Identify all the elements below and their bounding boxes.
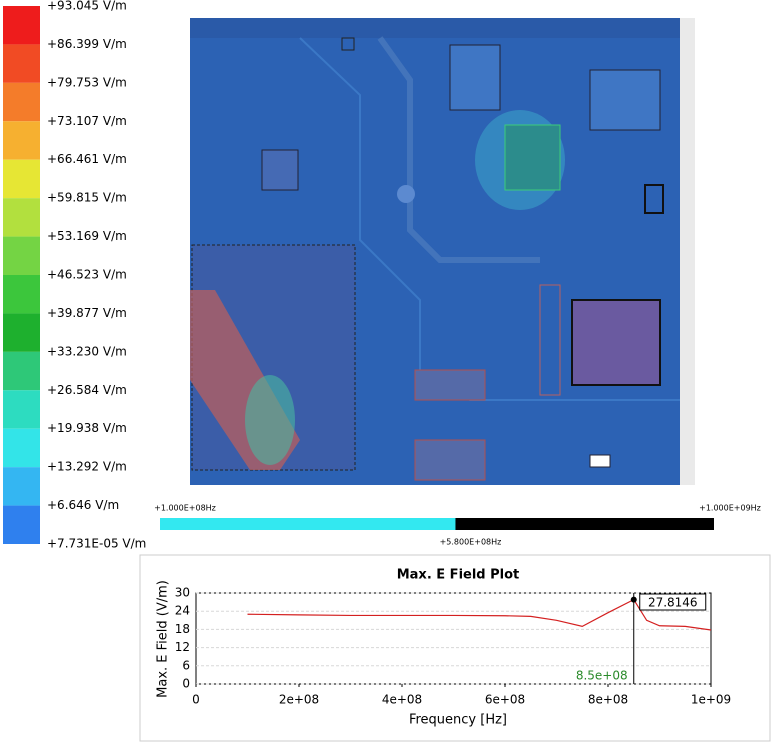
color-legend: +93.045 V/m +86.399 V/m +79.753 V/m +73.107… bbox=[3, 0, 146, 551]
legend-swatch bbox=[3, 351, 40, 391]
legend-swatch bbox=[3, 313, 40, 352]
cursor-marker bbox=[630, 596, 637, 603]
y-tick-label: 30 bbox=[175, 586, 190, 600]
legend-label: +39.877 V/m bbox=[47, 306, 127, 320]
x-axis-label: Frequency [Hz] bbox=[409, 713, 507, 728]
y-axis-label: Max. E Field (V/m) bbox=[156, 580, 171, 698]
x-tick-label: 8e+08 bbox=[588, 693, 628, 707]
field-view bbox=[190, 18, 695, 485]
legend-label: +86.399 V/m bbox=[47, 37, 127, 51]
cursor-value-label: 27.8146 bbox=[648, 596, 698, 610]
legend-label: +73.107 V/m bbox=[47, 114, 127, 128]
legend-swatch bbox=[3, 82, 40, 122]
legend-label: +59.815 V/m bbox=[47, 191, 127, 205]
y-tick-label: 6 bbox=[182, 658, 190, 672]
line bbox=[247, 598, 712, 631]
cursor-value-box bbox=[639, 593, 707, 611]
x-tick-label: 6e+08 bbox=[485, 693, 525, 707]
y-tick-label: 12 bbox=[175, 640, 190, 654]
plot: 0 6 12 18 24 30 0 2e+08 4e+08 6e+08 8e+08 1e+09 8.5e… bbox=[175, 586, 731, 707]
legend-label: +7.731E-05 V/m bbox=[47, 537, 146, 551]
legend-label: +19.938 V/m bbox=[47, 421, 127, 435]
slider-min-label: +1.000E+08Hz bbox=[154, 504, 216, 513]
legend-label: +79.753 V/m bbox=[47, 75, 127, 89]
legend-label: +6.646 V/m bbox=[47, 498, 119, 512]
legend-label: +33.230 V/m bbox=[47, 344, 127, 358]
x-tick-label: 1e+09 bbox=[691, 693, 731, 707]
legend-swatch bbox=[3, 428, 40, 468]
legend-label: +46.523 V/m bbox=[47, 268, 127, 282]
legend-swatch bbox=[3, 6, 40, 45]
legend-label: +13.292 V/m bbox=[47, 460, 127, 474]
legend-swatch bbox=[3, 198, 40, 237]
legend-swatch bbox=[3, 121, 40, 160]
slider-current-label: +5.800E+08Hz bbox=[440, 538, 502, 547]
legend-swatch bbox=[3, 467, 40, 506]
y-tick-label: 0 bbox=[182, 677, 190, 691]
chart-title: Max. E Field Plot bbox=[397, 568, 520, 583]
x-tick-label: 0 bbox=[192, 693, 200, 707]
cursor-label: 8.5e+08 bbox=[576, 669, 628, 683]
slider-fill bbox=[160, 518, 456, 530]
legend-label: +26.584 V/m bbox=[47, 383, 127, 397]
legend-label: +93.045 V/m bbox=[47, 0, 127, 13]
legend-label: +53.169 V/m bbox=[47, 229, 127, 243]
legend-swatch bbox=[3, 44, 40, 83]
legend-label: +66.461 V/m bbox=[47, 152, 127, 166]
x-tick-label: 4e+08 bbox=[382, 693, 422, 707]
legend-swatch bbox=[3, 390, 40, 429]
frequency-slider[interactable]: +1.000E+08Hz +1.000E+09Hz +5.800E+08Hz bbox=[154, 504, 761, 547]
legend-swatch bbox=[3, 505, 40, 544]
legend-swatch bbox=[3, 159, 40, 199]
legend-swatch bbox=[3, 275, 40, 314]
y-tick-label: 18 bbox=[175, 622, 190, 636]
legend-swatch bbox=[3, 236, 40, 275]
y-tick-label: 24 bbox=[175, 604, 190, 618]
x-tick-label: 2e+08 bbox=[279, 693, 319, 707]
slider-max-label: +1.000E+09Hz bbox=[699, 504, 761, 513]
